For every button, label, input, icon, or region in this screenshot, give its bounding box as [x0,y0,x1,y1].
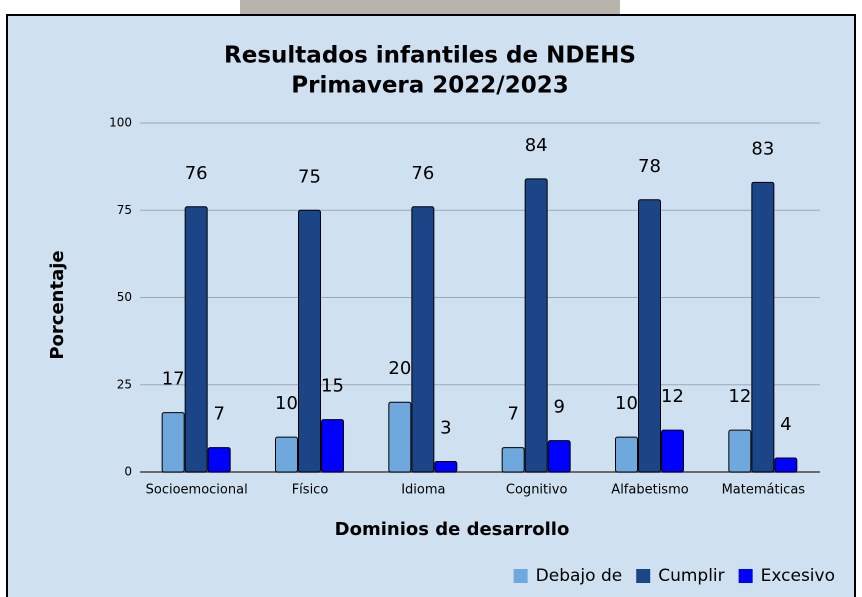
legend-label: Cumplir [658,566,724,586]
y-tick-label: 75 [117,203,132,217]
data-label: 17 [162,369,185,390]
legend-swatch [739,569,753,583]
bar [389,402,411,472]
legend-label: Debajo de [536,566,623,586]
bar [412,207,434,472]
data-label: 12 [661,386,684,407]
bar [616,437,638,472]
x-tick-label: Idioma [401,483,445,498]
bar [662,430,684,472]
legend-swatch [514,569,528,583]
data-label: 3 [440,418,451,439]
bar [208,448,230,472]
x-axis-label: Dominios de desarrollo [335,519,570,540]
chart: Resultados infantiles de NDEHS Primavera… [0,0,862,597]
bar [185,207,207,472]
data-label: 84 [525,135,548,156]
top-photo-strip [240,0,620,16]
chart-title: Resultados infantiles de NDEHS [224,43,636,69]
bar [502,448,524,472]
data-label: 12 [728,386,751,407]
x-tick-label: Físico [292,483,329,498]
y-tick-label: 0 [124,465,132,479]
data-label: 7 [213,404,224,425]
page: Resultados infantiles de NDEHS Primavera… [0,0,862,597]
legend-label: Excesivo [761,566,835,586]
y-tick-label: 25 [117,377,132,391]
bar [775,458,797,472]
bar [639,200,661,472]
bar [525,179,547,472]
data-label: 20 [388,358,411,379]
bar [729,430,751,472]
data-label: 10 [615,393,638,414]
bar [752,182,774,472]
data-label: 83 [751,138,774,159]
bar [276,437,298,472]
data-label: 4 [780,414,791,435]
x-tick-label: Alfabetismo [611,483,688,498]
data-label: 10 [275,393,298,414]
x-tick-label: Cognitivo [506,483,568,498]
y-tick-label: 100 [109,116,132,130]
bar [162,413,184,472]
x-tick-label: Socioemocional [146,483,248,498]
y-axis-label: Porcentaje [47,250,68,359]
data-label: 7 [507,404,518,425]
bar [322,420,344,472]
data-label: 15 [321,376,344,397]
legend-swatch [636,569,650,583]
data-label: 78 [638,156,661,177]
bar [299,210,321,472]
x-tick-label: Matemáticas [722,483,806,498]
bar [548,441,570,472]
data-label: 9 [553,397,564,418]
y-tick-label: 50 [117,290,132,304]
data-label: 76 [185,163,208,184]
chart-subtitle: Primavera 2022/2023 [291,73,568,99]
data-label: 75 [298,166,321,187]
data-label: 76 [411,163,434,184]
bar [435,462,457,472]
